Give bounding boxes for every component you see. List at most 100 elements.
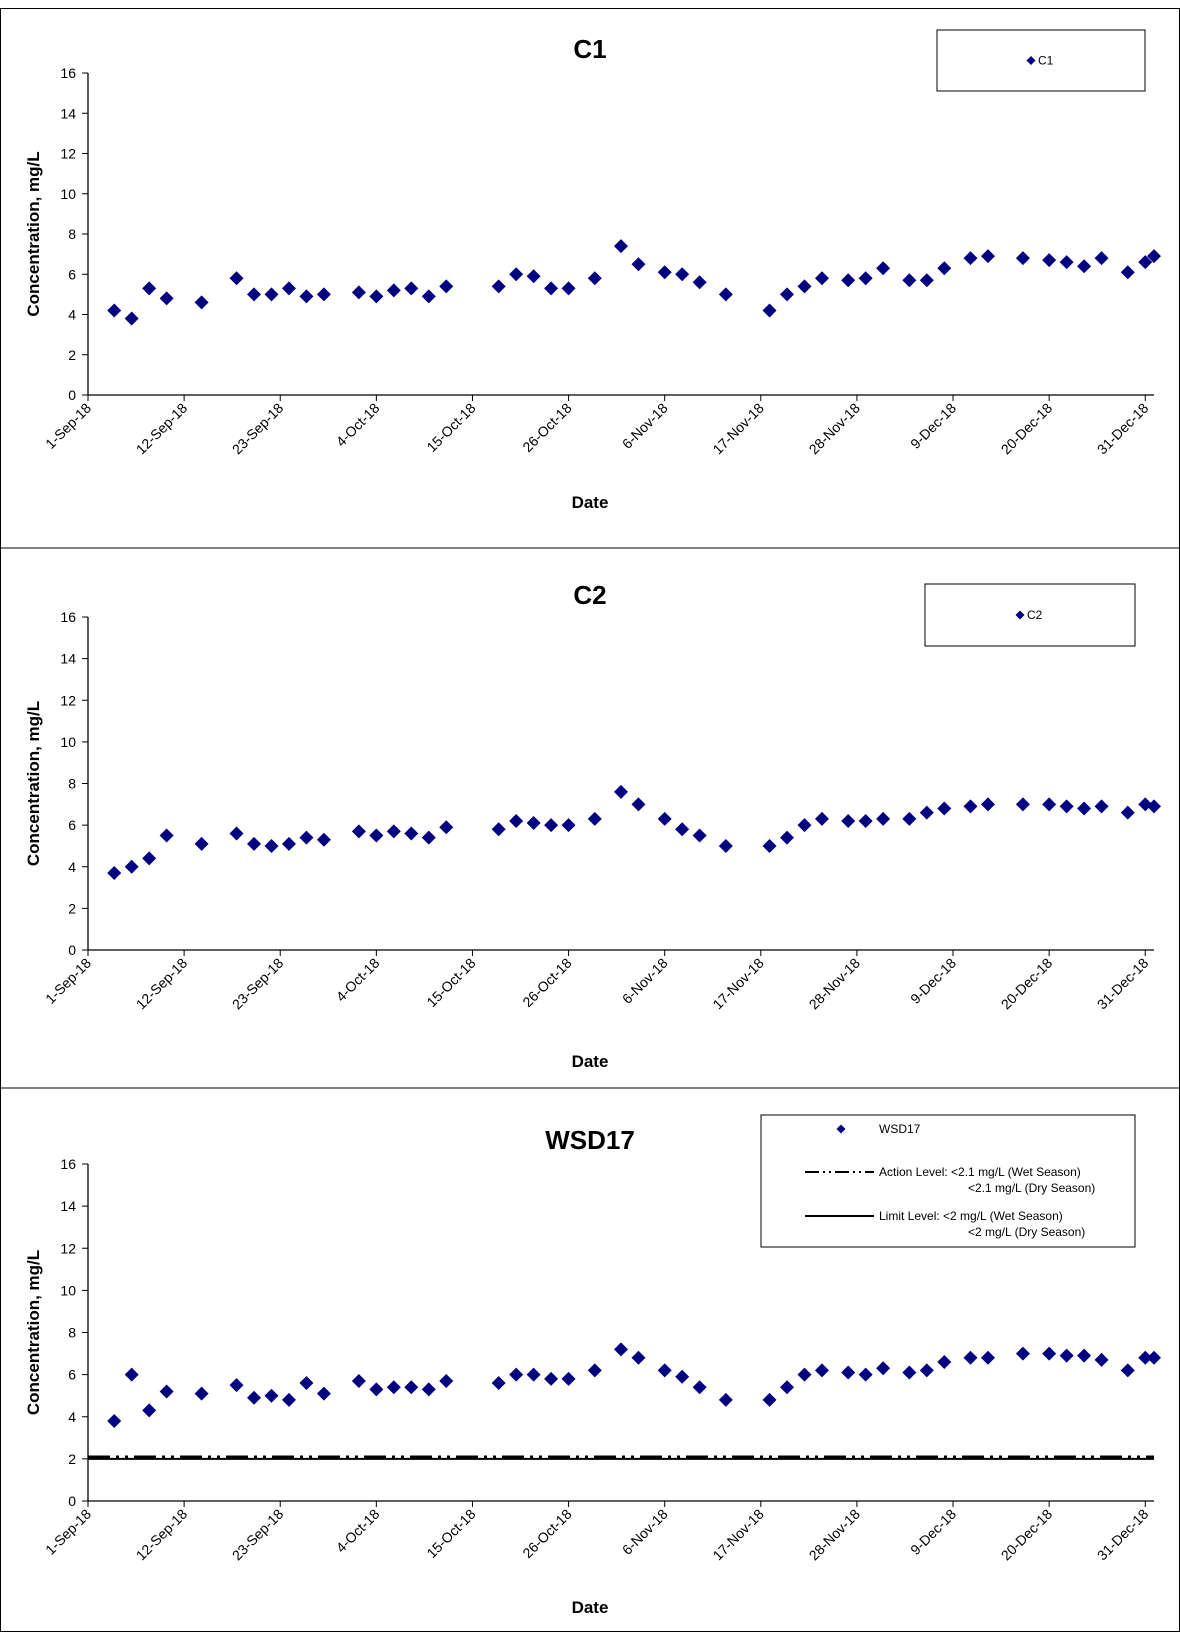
x-tick-label: 20-Dec-18: [998, 400, 1056, 458]
data-point: [614, 1342, 628, 1356]
y-tick-label: 6: [68, 266, 76, 282]
x-axis-title: Date: [572, 1598, 609, 1617]
data-point: [763, 839, 777, 853]
data-point: [1095, 251, 1109, 265]
data-point: [369, 289, 383, 303]
data-point: [658, 1363, 672, 1377]
chart-title: C1: [573, 34, 606, 64]
data-point: [160, 291, 174, 305]
chart-title: WSD17: [545, 1125, 635, 1155]
data-point: [1042, 253, 1056, 267]
data-point: [387, 824, 401, 838]
y-tick-label: 12: [60, 1240, 76, 1256]
data-point: [492, 279, 506, 293]
data-point: [1121, 1363, 1135, 1377]
data-point: [1042, 797, 1056, 811]
data-point: [1042, 1347, 1056, 1361]
y-tick-label: 4: [68, 307, 76, 323]
x-axis-title: Date: [572, 493, 609, 512]
data-point: [317, 287, 331, 301]
data-point: [588, 1363, 602, 1377]
data-point: [815, 1363, 829, 1377]
data-point: [142, 281, 156, 295]
data-point: [902, 273, 916, 287]
data-point: [1121, 806, 1135, 820]
data-point: [937, 1355, 951, 1369]
data-point: [981, 249, 995, 263]
x-tick-label: 23-Sep-18: [229, 955, 287, 1013]
y-tick-label: 2: [68, 347, 76, 363]
legend-label: WSD17: [879, 1122, 921, 1136]
data-point: [658, 812, 672, 826]
data-point: [352, 1374, 366, 1388]
data-point: [387, 1380, 401, 1394]
y-tick-label: 4: [68, 859, 76, 875]
data-point: [1060, 1349, 1074, 1363]
data-point: [1121, 265, 1135, 279]
data-point: [920, 273, 934, 287]
data-point: [387, 283, 401, 297]
data-point: [264, 1389, 278, 1403]
data-point: [1077, 801, 1091, 815]
x-tick-label: 9-Dec-18: [907, 400, 959, 452]
data-point: [1147, 1351, 1161, 1365]
data-point: [780, 1380, 794, 1394]
data-point: [352, 285, 366, 299]
x-tick-label: 20-Dec-18: [998, 955, 1056, 1013]
data-point: [562, 1372, 576, 1386]
chart-panel-wsd17: WSD170246810121416Concentration, mg/L1-S…: [0, 1088, 1180, 1617]
data-point: [352, 824, 366, 838]
data-point: [675, 1370, 689, 1384]
y-axis-title: Concentration, mg/L: [24, 1250, 43, 1415]
data-point: [1016, 1347, 1030, 1361]
x-tick-label: 6-Nov-18: [619, 955, 671, 1007]
x-tick-label: 1-Sep-18: [42, 400, 94, 452]
data-point: [937, 801, 951, 815]
data-point: [763, 303, 777, 317]
data-point: [614, 785, 628, 799]
x-tick-label: 26-Oct-18: [519, 955, 574, 1010]
legend-ref-label: Action Level: <2.1 mg/L (Wet Season): [879, 1165, 1081, 1179]
data-point: [527, 269, 541, 283]
data-point: [859, 271, 873, 285]
data-point: [509, 1368, 523, 1382]
x-tick-label: 9-Dec-18: [907, 955, 959, 1007]
chart-title: C2: [573, 580, 606, 610]
data-point: [631, 797, 645, 811]
data-point: [675, 267, 689, 281]
data-point: [1095, 1353, 1109, 1367]
x-tick-label: 31-Dec-18: [1094, 1506, 1152, 1564]
data-point: [299, 831, 313, 845]
data-point: [264, 839, 278, 853]
y-tick-label: 8: [68, 1325, 76, 1341]
y-axis-title: Concentration, mg/L: [24, 701, 43, 866]
y-tick-label: 12: [60, 146, 76, 162]
x-tick-label: 12-Sep-18: [133, 955, 191, 1013]
data-point: [763, 1393, 777, 1407]
data-point: [282, 1393, 296, 1407]
data-point: [693, 1380, 707, 1394]
data-point: [230, 826, 244, 840]
data-point: [937, 261, 951, 275]
data-point: [902, 812, 916, 826]
data-point: [544, 818, 558, 832]
y-axis-title: Concentration, mg/L: [24, 151, 43, 316]
data-point: [1060, 255, 1074, 269]
y-tick-label: 10: [60, 186, 76, 202]
data-point: [282, 837, 296, 851]
data-point: [125, 312, 139, 326]
x-tick-label: 9-Dec-18: [907, 1506, 959, 1558]
data-point: [439, 279, 453, 293]
x-tick-label: 15-Oct-18: [423, 400, 478, 455]
data-point: [797, 818, 811, 832]
data-point: [562, 818, 576, 832]
data-point: [1095, 799, 1109, 813]
x-tick-label: 1-Sep-18: [42, 955, 94, 1007]
x-tick-label: 17-Nov-18: [709, 955, 767, 1013]
data-point: [264, 287, 278, 301]
data-point: [439, 1374, 453, 1388]
y-tick-label: 16: [60, 609, 76, 625]
legend-ref-label-2: <2.1 mg/L (Dry Season): [968, 1181, 1095, 1195]
